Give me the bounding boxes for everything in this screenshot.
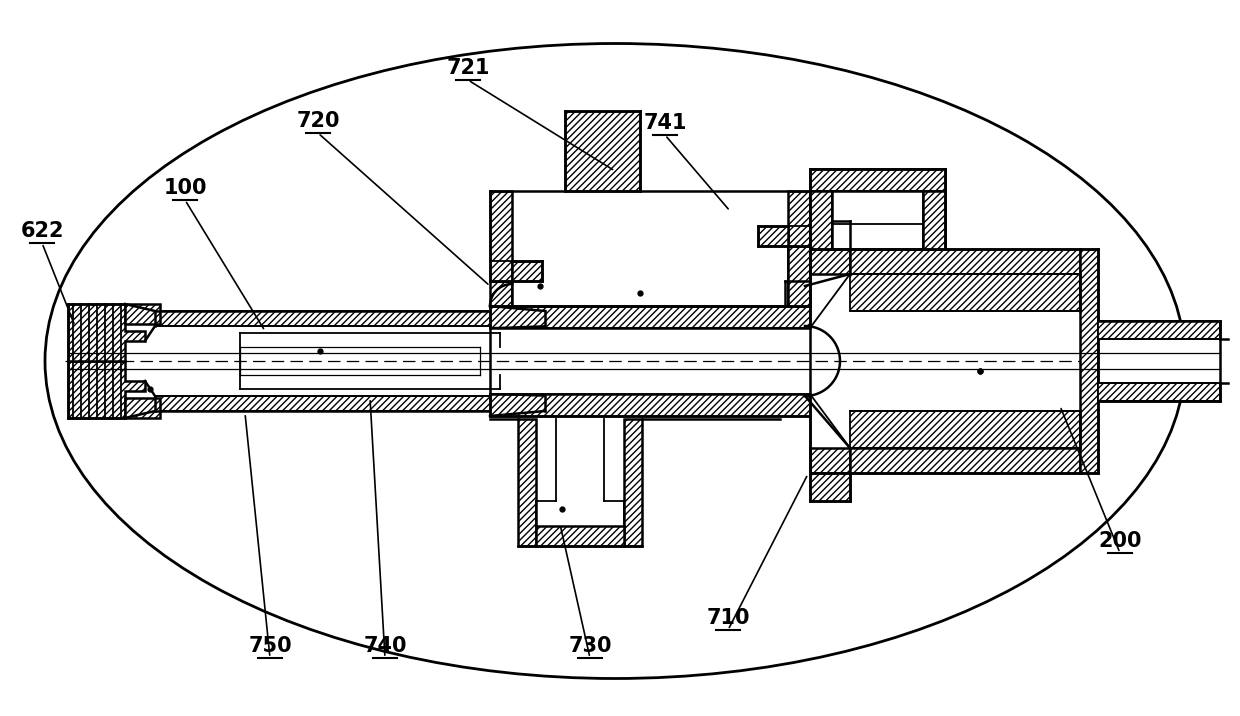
Text: 721: 721: [446, 58, 490, 78]
Polygon shape: [1097, 321, 1220, 339]
Text: 740: 740: [363, 636, 407, 656]
Polygon shape: [923, 169, 945, 249]
Polygon shape: [125, 304, 160, 324]
Ellipse shape: [45, 44, 1185, 679]
Polygon shape: [849, 411, 1080, 448]
Polygon shape: [810, 221, 849, 249]
Text: 100: 100: [164, 178, 207, 198]
Polygon shape: [810, 249, 849, 274]
Polygon shape: [1097, 321, 1220, 401]
Polygon shape: [810, 169, 945, 249]
Text: 200: 200: [1099, 531, 1142, 551]
Polygon shape: [1097, 383, 1220, 401]
Polygon shape: [512, 261, 542, 281]
Polygon shape: [155, 396, 546, 411]
Polygon shape: [68, 304, 145, 361]
Polygon shape: [125, 398, 160, 418]
Polygon shape: [849, 448, 1080, 473]
Polygon shape: [490, 394, 810, 416]
Polygon shape: [490, 281, 512, 306]
Polygon shape: [68, 361, 145, 418]
Polygon shape: [155, 311, 546, 326]
Polygon shape: [849, 249, 1080, 274]
Polygon shape: [849, 274, 1080, 311]
Polygon shape: [490, 306, 810, 328]
Text: 750: 750: [248, 636, 291, 656]
Polygon shape: [624, 419, 642, 546]
Polygon shape: [787, 246, 810, 306]
Polygon shape: [536, 526, 624, 546]
Polygon shape: [565, 111, 640, 191]
Text: 741: 741: [644, 113, 687, 133]
Polygon shape: [810, 448, 849, 473]
Polygon shape: [810, 473, 849, 501]
Text: 720: 720: [296, 111, 340, 131]
Text: 710: 710: [707, 608, 750, 628]
Polygon shape: [758, 226, 787, 246]
Polygon shape: [1080, 249, 1097, 473]
Polygon shape: [810, 169, 832, 249]
Polygon shape: [810, 169, 945, 191]
Text: 730: 730: [568, 636, 611, 656]
Text: 622: 622: [20, 221, 63, 241]
Polygon shape: [518, 419, 536, 546]
Polygon shape: [490, 191, 512, 281]
Polygon shape: [787, 191, 810, 246]
